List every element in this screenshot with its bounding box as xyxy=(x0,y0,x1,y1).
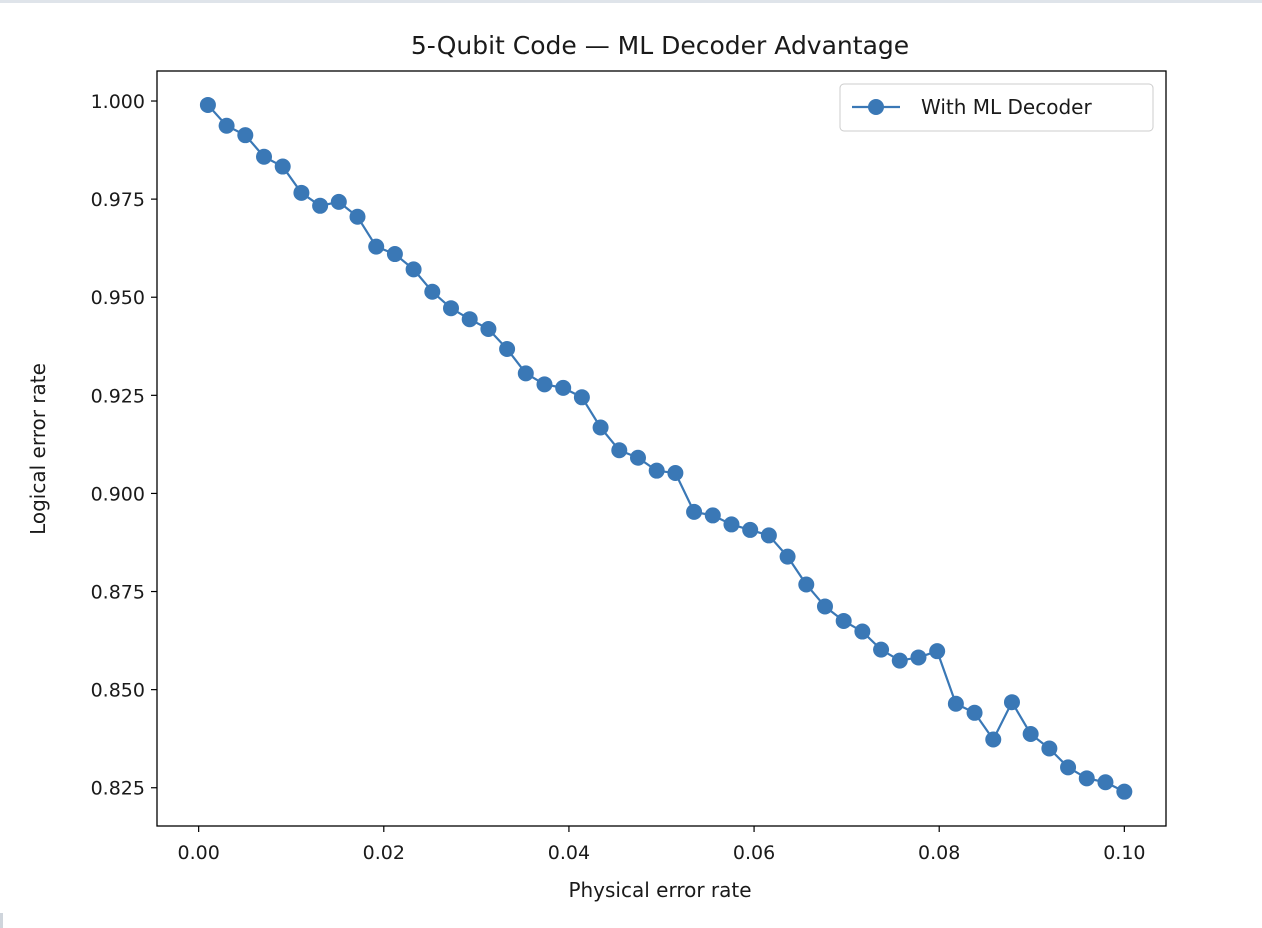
data-point xyxy=(704,507,721,524)
x-axis-title: Physical error rate xyxy=(568,878,751,902)
series-layer xyxy=(199,96,1133,800)
data-point xyxy=(536,376,553,393)
data-point xyxy=(555,379,572,396)
data-point xyxy=(1041,740,1058,757)
data-point xyxy=(573,389,590,406)
data-point xyxy=(424,283,441,300)
data-point xyxy=(480,321,497,338)
data-point xyxy=(873,641,890,658)
data-point xyxy=(929,643,946,660)
data-point xyxy=(1060,759,1077,776)
chart-title: 5-Qubit Code — ML Decoder Advantage xyxy=(411,31,909,60)
series-line xyxy=(207,104,1125,793)
data-point xyxy=(1097,774,1114,791)
legend-marker-icon xyxy=(868,99,884,115)
data-point xyxy=(1003,694,1020,711)
data-point xyxy=(816,598,833,615)
data-point xyxy=(742,521,759,538)
data-point xyxy=(274,158,291,175)
window-top-border xyxy=(0,0,1262,3)
data-point xyxy=(648,462,665,479)
data-point xyxy=(1078,770,1095,787)
data-point xyxy=(349,208,366,225)
legend: With ML Decoder xyxy=(839,83,1154,132)
data-point xyxy=(499,341,516,358)
legend-box xyxy=(839,83,1154,132)
plot-area-frame xyxy=(156,70,1167,827)
data-point xyxy=(629,449,646,466)
data-point xyxy=(723,516,740,533)
data-point xyxy=(1116,783,1133,800)
y-axis-title: Logical error rate xyxy=(26,363,50,535)
x-tick-label: 0.10 xyxy=(1103,842,1145,864)
x-tick-label: 0.04 xyxy=(548,842,590,864)
data-point xyxy=(611,442,628,459)
data-point xyxy=(405,261,422,278)
data-point xyxy=(798,576,815,593)
y-tick-label: 0.825 xyxy=(91,778,145,800)
data-point xyxy=(854,623,871,640)
data-point xyxy=(199,96,216,113)
data-point xyxy=(237,127,254,144)
data-point xyxy=(891,652,908,669)
window-corner-edge xyxy=(0,913,3,928)
y-tick-label: 0.925 xyxy=(91,385,145,407)
data-point xyxy=(966,704,983,721)
y-tick-label: 0.875 xyxy=(91,582,145,604)
y-tick-label: 0.850 xyxy=(91,680,145,702)
data-point xyxy=(218,117,235,134)
y-tick-label: 0.975 xyxy=(91,189,145,211)
data-point xyxy=(293,184,310,201)
legend-label: With ML Decoder xyxy=(921,95,1092,119)
data-point xyxy=(256,148,273,165)
data-point xyxy=(330,193,347,210)
x-tick-label: 0.02 xyxy=(363,842,405,864)
data-point xyxy=(985,731,1002,748)
y-axis-ticks: 0.825 0.850 0.875 0.900 0.925 0.950 0.975 1.000 xyxy=(91,91,157,800)
data-point xyxy=(910,649,927,666)
data-point xyxy=(368,238,385,255)
x-tick-label: 0.00 xyxy=(177,842,219,864)
y-tick-label: 1.000 xyxy=(91,91,145,113)
data-point xyxy=(835,612,852,629)
x-axis-ticks: 0.00 0.02 0.04 0.06 0.08 0.10 xyxy=(177,826,1146,864)
data-point xyxy=(461,311,478,328)
data-point xyxy=(667,465,684,482)
data-point xyxy=(592,419,609,436)
data-point xyxy=(517,365,534,382)
data-point xyxy=(443,300,459,317)
data-point xyxy=(386,246,403,263)
x-tick-label: 0.06 xyxy=(733,842,775,864)
y-tick-label: 0.900 xyxy=(91,483,145,505)
data-point xyxy=(760,527,777,544)
data-point xyxy=(1022,725,1039,742)
x-tick-label: 0.08 xyxy=(918,842,960,864)
y-tick-label: 0.950 xyxy=(91,287,145,309)
data-point xyxy=(779,548,796,565)
data-point xyxy=(947,695,964,712)
data-point xyxy=(312,197,329,214)
data-point xyxy=(686,503,703,520)
